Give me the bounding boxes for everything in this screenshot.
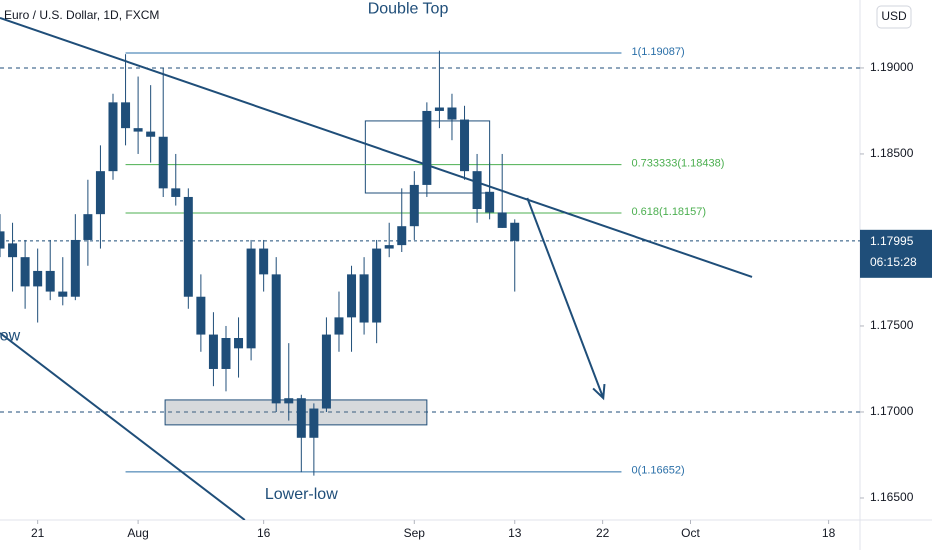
candle-body (108, 102, 118, 172)
fib-label: 0.618(1.18157) (631, 206, 706, 218)
currency-button[interactable] (876, 5, 912, 29)
y-tick-label: 1.16500 (870, 490, 914, 504)
fib-label: 0.733333(1.18438) (631, 158, 724, 170)
x-tick-label: Oct (681, 526, 700, 540)
fib-label: 0(1.16652) (631, 465, 684, 477)
candle-body (246, 248, 256, 349)
x-tick-label: 22 (596, 526, 610, 540)
annotation: Double Top (368, 1, 449, 18)
candle-body (221, 338, 231, 369)
candle-body (309, 408, 319, 438)
trend-line (0, 332, 246, 520)
candle-body (284, 398, 294, 404)
candle-body (171, 188, 181, 197)
candle-body (510, 222, 520, 241)
candle-body (347, 274, 357, 318)
candle-body (70, 239, 80, 297)
candle-body (472, 171, 482, 209)
axes: 1.165001.170001.175001.180001.185001.190… (31, 60, 932, 540)
candle-body (133, 128, 143, 132)
candle-body (121, 102, 131, 129)
plot-area: 1(1.19087) 0.733333(1.18438) 0.618(1.18157… (0, 1, 860, 520)
candle-body (397, 226, 407, 246)
candle-body (234, 338, 244, 349)
candle-body (259, 248, 269, 275)
candle-body (0, 231, 5, 249)
zone-box (164, 399, 428, 426)
candle-body (384, 245, 394, 249)
candle-body (33, 270, 43, 287)
y-tick-label: 1.18500 (870, 146, 914, 160)
candle-body (146, 131, 156, 137)
candle-body (334, 317, 344, 335)
currency-label[interactable]: USD (881, 9, 907, 23)
candle-body (497, 212, 507, 228)
y-tick-label: 1.17500 (870, 318, 914, 332)
candle-body (460, 119, 470, 172)
y-tick-label: 1.17000 (870, 404, 914, 418)
candle-body (95, 171, 105, 215)
candle-body (296, 398, 306, 438)
candle-body (359, 274, 369, 323)
candle-body (485, 191, 495, 213)
candle-body (158, 136, 168, 189)
candle-body (208, 334, 218, 369)
x-tick-label: 13 (508, 526, 522, 540)
candle-body (422, 110, 432, 185)
x-tick-label: Sep (404, 526, 426, 540)
x-tick-label: 21 (31, 526, 45, 540)
candle-body (372, 248, 382, 323)
candle-body (8, 243, 18, 258)
candle-body (58, 291, 68, 297)
candle-body (447, 107, 457, 120)
candle-body (20, 257, 30, 287)
countdown-label: 06:15:28 (870, 255, 917, 269)
candle-body (409, 184, 419, 227)
candle-body (83, 214, 93, 240)
y-tick-label: 1.19000 (870, 60, 914, 74)
price-tag-label: 1.17995 (870, 234, 914, 248)
candle-body (271, 274, 281, 404)
candle-body (45, 270, 55, 292)
x-tick-label: Aug (127, 526, 148, 540)
annotation: Lower-low (265, 486, 338, 503)
candle-body (183, 196, 193, 297)
candle-body (196, 296, 206, 335)
x-tick-label: 18 (822, 526, 836, 540)
candle-body (321, 334, 331, 409)
chart-title: Euro / U.S. Dollar, 1D, FXCM (4, 8, 159, 22)
trend-line (0, 16, 753, 278)
price-tag (860, 229, 932, 278)
annotation: Lower-low (0, 328, 21, 345)
fib-label: 1(1.19087) (631, 46, 684, 58)
forecast-arrow (526, 197, 606, 401)
candle-body (434, 107, 444, 111)
x-tick-label: 16 (257, 526, 271, 540)
